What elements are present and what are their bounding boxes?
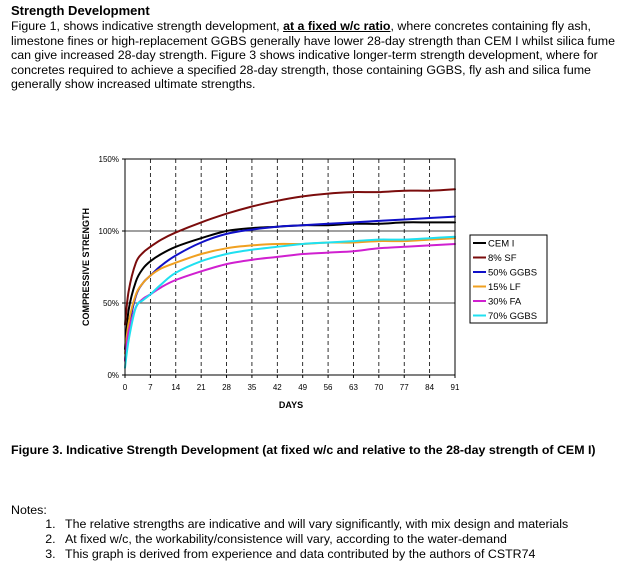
x-tick-label: 63 [349,383,358,392]
note-item: At fixed w/c, the workability/consistenc… [59,532,568,547]
series-line-50-ggbs [124,215,456,362]
strength-chart: 0 7 14 21 28 35 42 49 56 63 70 77 84 910%50%100%150% … [81,155,548,410]
section-heading: Strength Development [11,3,150,18]
x-tick-label: 77 [400,383,409,392]
plot-frame [124,158,456,376]
x-tick-label: 35 [247,383,256,392]
chart-ticks: 0 7 14 21 28 35 42 49 56 63 70 77 84 91 0% 50% 100% 150% [99,155,460,392]
legend-label: 70% GGBS [488,311,537,322]
x-tick-label: 91 [451,383,460,392]
legend-label: 30% FA [488,297,522,308]
series-line-70-ggbs [124,235,456,369]
notes-title: Notes: [11,503,47,517]
chart-series [124,188,456,369]
intro-text-end: , where concretes containing fly ash, li… [11,19,615,92]
intro-text-start: Figure 1, shows indicative strength deve… [11,19,284,33]
figure-caption: Figure 3. Indicative Strength Developmen… [11,443,596,457]
series-line-15-lf [124,237,456,355]
x-axis-title: DAYS [279,400,303,410]
y-tick-label: 0% [107,371,119,380]
x-tick-label: 28 [222,383,231,392]
x-tick-label: 0 [123,383,128,392]
legend-label: 8% SF [488,253,517,264]
series-line-cem-i [124,221,456,351]
x-tick-label: 84 [425,383,434,392]
legend-label: 15% LF [488,282,521,293]
x-tick-label: 70 [374,383,383,392]
note-item: The relative strengths are indicative an… [59,517,568,532]
notes-list: The relative strengths are indicative an… [11,517,568,561]
series-line-30-fa [124,243,456,362]
series-line-8-sf [124,188,456,326]
y-tick-label: 100% [99,227,119,236]
x-tick-label: 42 [273,383,282,392]
y-tick-label: 150% [99,155,119,164]
intro-emphasis: at a fixed w/c ratio [283,19,391,33]
y-tick-label: 50% [103,299,119,308]
x-tick-label: 56 [324,383,333,392]
x-tick-label: 14 [171,383,180,392]
legend-label: 50% GGBS [488,268,537,279]
x-tick-label: 49 [298,383,307,392]
legend-box [469,234,548,324]
intro-paragraph: Figure 1, shows indicative strength deve… [11,19,615,92]
chart-legend: CEM I 8% SF 50% GGBS 15% LF 30% FA 70% GGBS [473,239,537,322]
note-item: This graph is derived from experience an… [59,547,568,562]
x-tick-label: 21 [197,383,206,392]
legend-label: CEM I [488,239,514,250]
x-tick-label: 7 [148,383,153,392]
y-axis-title: COMPRESSIVE STRENGTH [81,208,91,326]
